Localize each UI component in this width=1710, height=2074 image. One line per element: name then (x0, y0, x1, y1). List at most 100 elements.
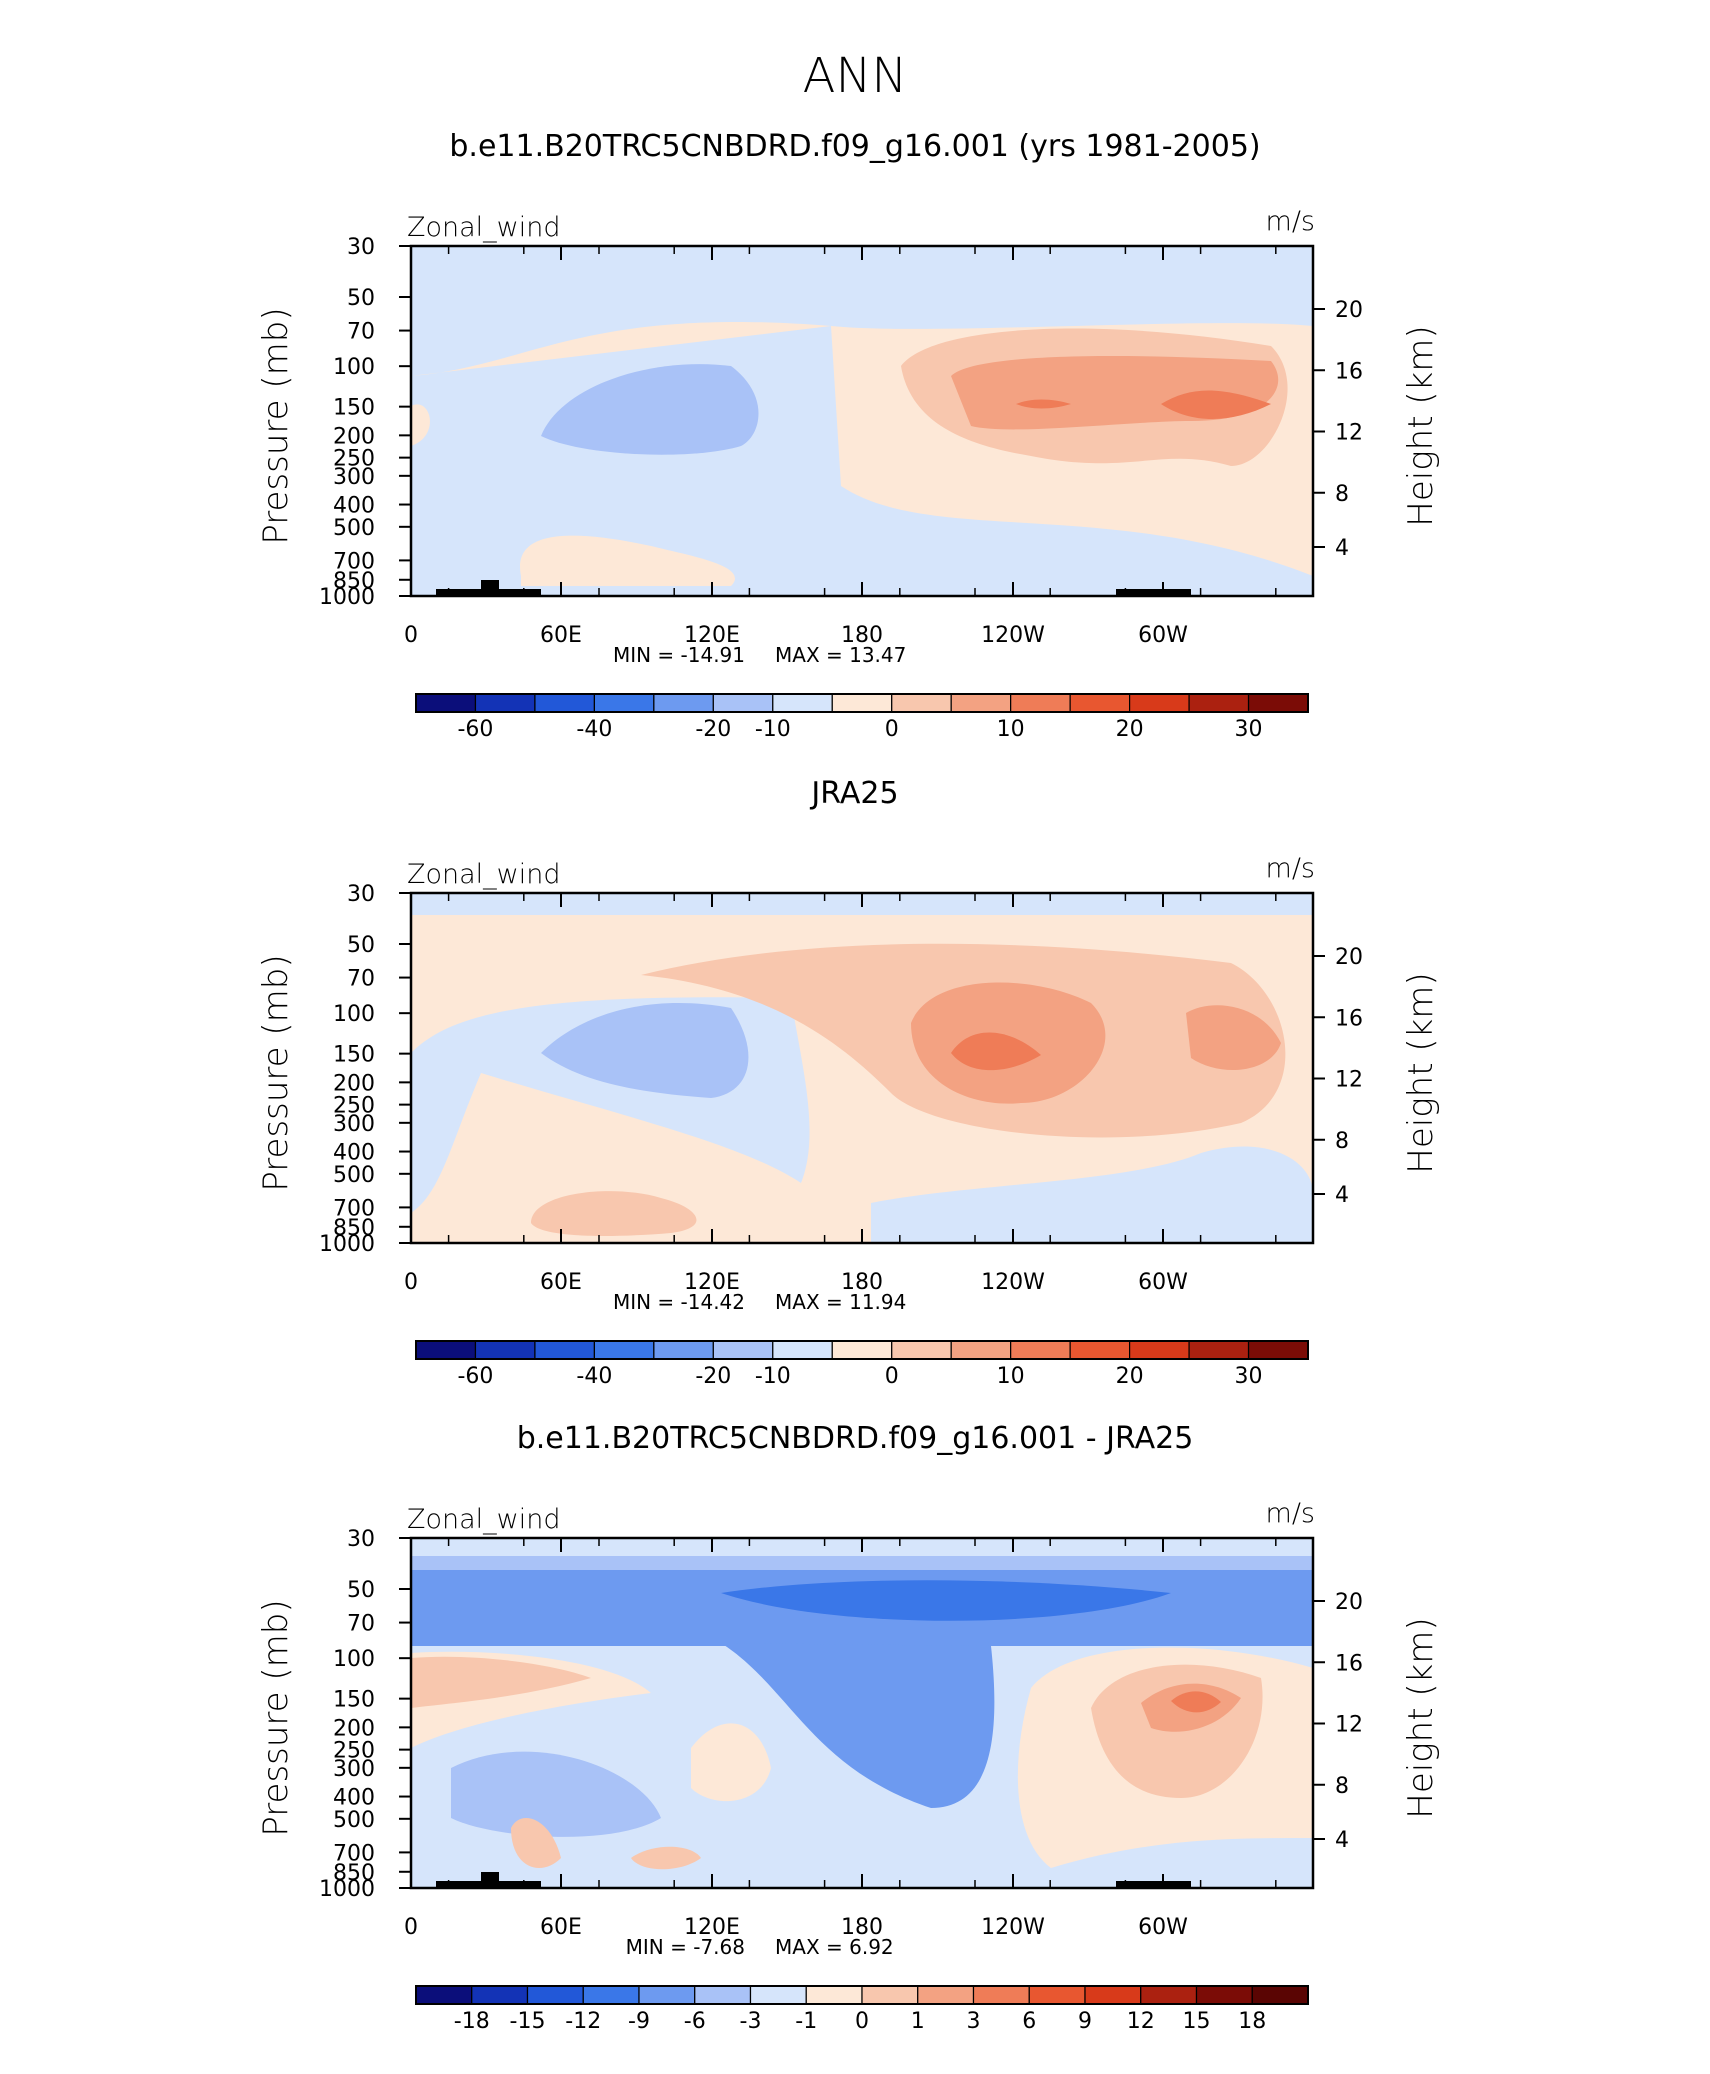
colorbar-swatch (1247, 1340, 1309, 1360)
field-label: Zonal_wind (407, 212, 561, 243)
colorbar-swatch (1069, 1340, 1131, 1360)
y-tick-label: 500 (333, 1163, 375, 1188)
y2-tick-label: 4 (1335, 1828, 1349, 1853)
colorbar-label: 30 (1235, 717, 1263, 742)
y-tick-label: 50 (347, 286, 375, 311)
y-tick-label: 300 (333, 1757, 375, 1782)
contour-fill (1171, 1691, 1221, 1713)
y2-tick-label: 8 (1335, 1774, 1349, 1799)
y-tick-label: 150 (333, 1043, 375, 1068)
colorbar-swatch (415, 693, 477, 713)
max-label: MAX = 6.92 (775, 1935, 894, 1959)
topography (481, 1872, 499, 1888)
colorbar-label: -60 (457, 1364, 493, 1389)
y-tick-label: 1000 (319, 1232, 375, 1257)
y-tick-label: 850 (333, 569, 375, 594)
contour-fill (951, 1032, 1041, 1071)
contour-fill (541, 364, 759, 455)
colorbar-label: 12 (1127, 2009, 1155, 2034)
colorbar-label: -1 (795, 2009, 817, 2034)
colorbar-label: 15 (1183, 2009, 1211, 2034)
y-tick-label: 200 (333, 1716, 375, 1741)
colorbar-label: -10 (755, 1364, 791, 1389)
y-tick-label: 500 (333, 516, 375, 541)
colorbar-swatch (1188, 693, 1250, 713)
y-tick-label: 1000 (319, 585, 375, 610)
contour-fill (531, 1191, 697, 1236)
y-tick-label: 100 (333, 1002, 375, 1027)
y-tick-label: 50 (347, 1578, 375, 1603)
colorbar-label: 9 (1078, 2009, 1092, 2034)
colorbar-swatch (653, 1340, 714, 1360)
colorbar-swatch (694, 1985, 752, 2005)
y-tick-label: 50 (347, 933, 375, 958)
y-tick-label: 100 (333, 1647, 375, 1672)
y-tick-label: 700 (333, 1841, 375, 1866)
colorbar-swatch (415, 1985, 473, 2005)
colorbar-label: -40 (576, 1364, 612, 1389)
x-tick-label: 60W (1138, 1270, 1188, 1295)
contour-fill (1161, 390, 1271, 419)
x-tick-label: 180 (841, 623, 883, 648)
y-tick-label: 850 (333, 1861, 375, 1886)
y-tick-label: 400 (333, 1141, 375, 1166)
colorbar-swatch (805, 1985, 863, 2005)
y2-tick-label: 20 (1335, 1590, 1363, 1615)
colorbar-label: 0 (855, 2009, 869, 2034)
colorbar-swatch (772, 1340, 833, 1360)
colorbar-label: -20 (695, 717, 731, 742)
y2-tick-label: 4 (1335, 1183, 1349, 1208)
contour-fill (721, 1643, 995, 1808)
colorbar-label: -10 (755, 717, 791, 742)
colorbar-label: -3 (740, 2009, 762, 2034)
y-tick-label: 70 (347, 1612, 375, 1637)
units-label: m/s (1266, 206, 1315, 237)
max-label: MAX = 13.47 (775, 643, 906, 667)
x-tick-label: 60W (1138, 623, 1188, 648)
y-tick-label: 200 (333, 424, 375, 449)
colorbar-frame (415, 693, 1309, 713)
contour-fill (1016, 399, 1071, 409)
colorbar-label: 0 (885, 717, 899, 742)
colorbar-swatch (712, 693, 774, 713)
colorbar-frame (415, 1340, 1309, 1360)
y-tick-label: 300 (333, 1112, 375, 1137)
colorbar-swatch (1247, 693, 1309, 713)
y2-tick-label: 16 (1335, 1651, 1363, 1676)
colorbar-label: 10 (997, 717, 1025, 742)
contour-fill (520, 535, 735, 586)
colorbar-label: 18 (1238, 2009, 1266, 2034)
y-tick-label: 400 (333, 1786, 375, 1811)
colorbar-label: 3 (967, 2009, 981, 2034)
contour-fill (411, 1656, 591, 1708)
y-tick-label: 30 (347, 1527, 375, 1552)
colorbar-label: -6 (684, 2009, 706, 2034)
colorbar-swatch (593, 1340, 655, 1360)
colorbar-swatch (526, 1985, 584, 2005)
y2-axis-label: Height (km) (1401, 972, 1441, 1173)
x-tick-label: 60E (540, 623, 582, 648)
x-tick-label: 120E (684, 623, 740, 648)
y-axis-label: Pressure (mb) (256, 954, 296, 1191)
y2-tick-label: 12 (1335, 1713, 1363, 1738)
colorbar-label: 6 (1022, 2009, 1036, 2034)
x-tick-label: 120W (981, 1270, 1045, 1295)
contour-fill (451, 1751, 661, 1837)
colorbar-swatch (917, 1985, 975, 2005)
contour-fill (1186, 1005, 1281, 1070)
y2-axis-label: Height (km) (1401, 325, 1441, 526)
y-tick-label: 1000 (319, 1877, 375, 1902)
colorbar-swatch (861, 1985, 919, 2005)
y2-tick-label: 16 (1335, 1006, 1363, 1031)
colorbar-swatch (534, 1340, 596, 1360)
y2-tick-label: 12 (1335, 1068, 1363, 1093)
colorbar-frame (415, 1985, 1309, 2005)
min-label: MIN = -14.42 (613, 1290, 745, 1314)
colorbar-swatch (1069, 693, 1131, 713)
y2-tick-label: 16 (1335, 359, 1363, 384)
panel-title: b.e11.B20TRC5CNBDRD.f09_g16.001 (yrs 198… (449, 129, 1260, 164)
x-tick-label: 60E (540, 1270, 582, 1295)
colorbar-label: 30 (1235, 1364, 1263, 1389)
units-label: m/s (1266, 1498, 1315, 1529)
x-tick-label: 120W (981, 1915, 1045, 1940)
